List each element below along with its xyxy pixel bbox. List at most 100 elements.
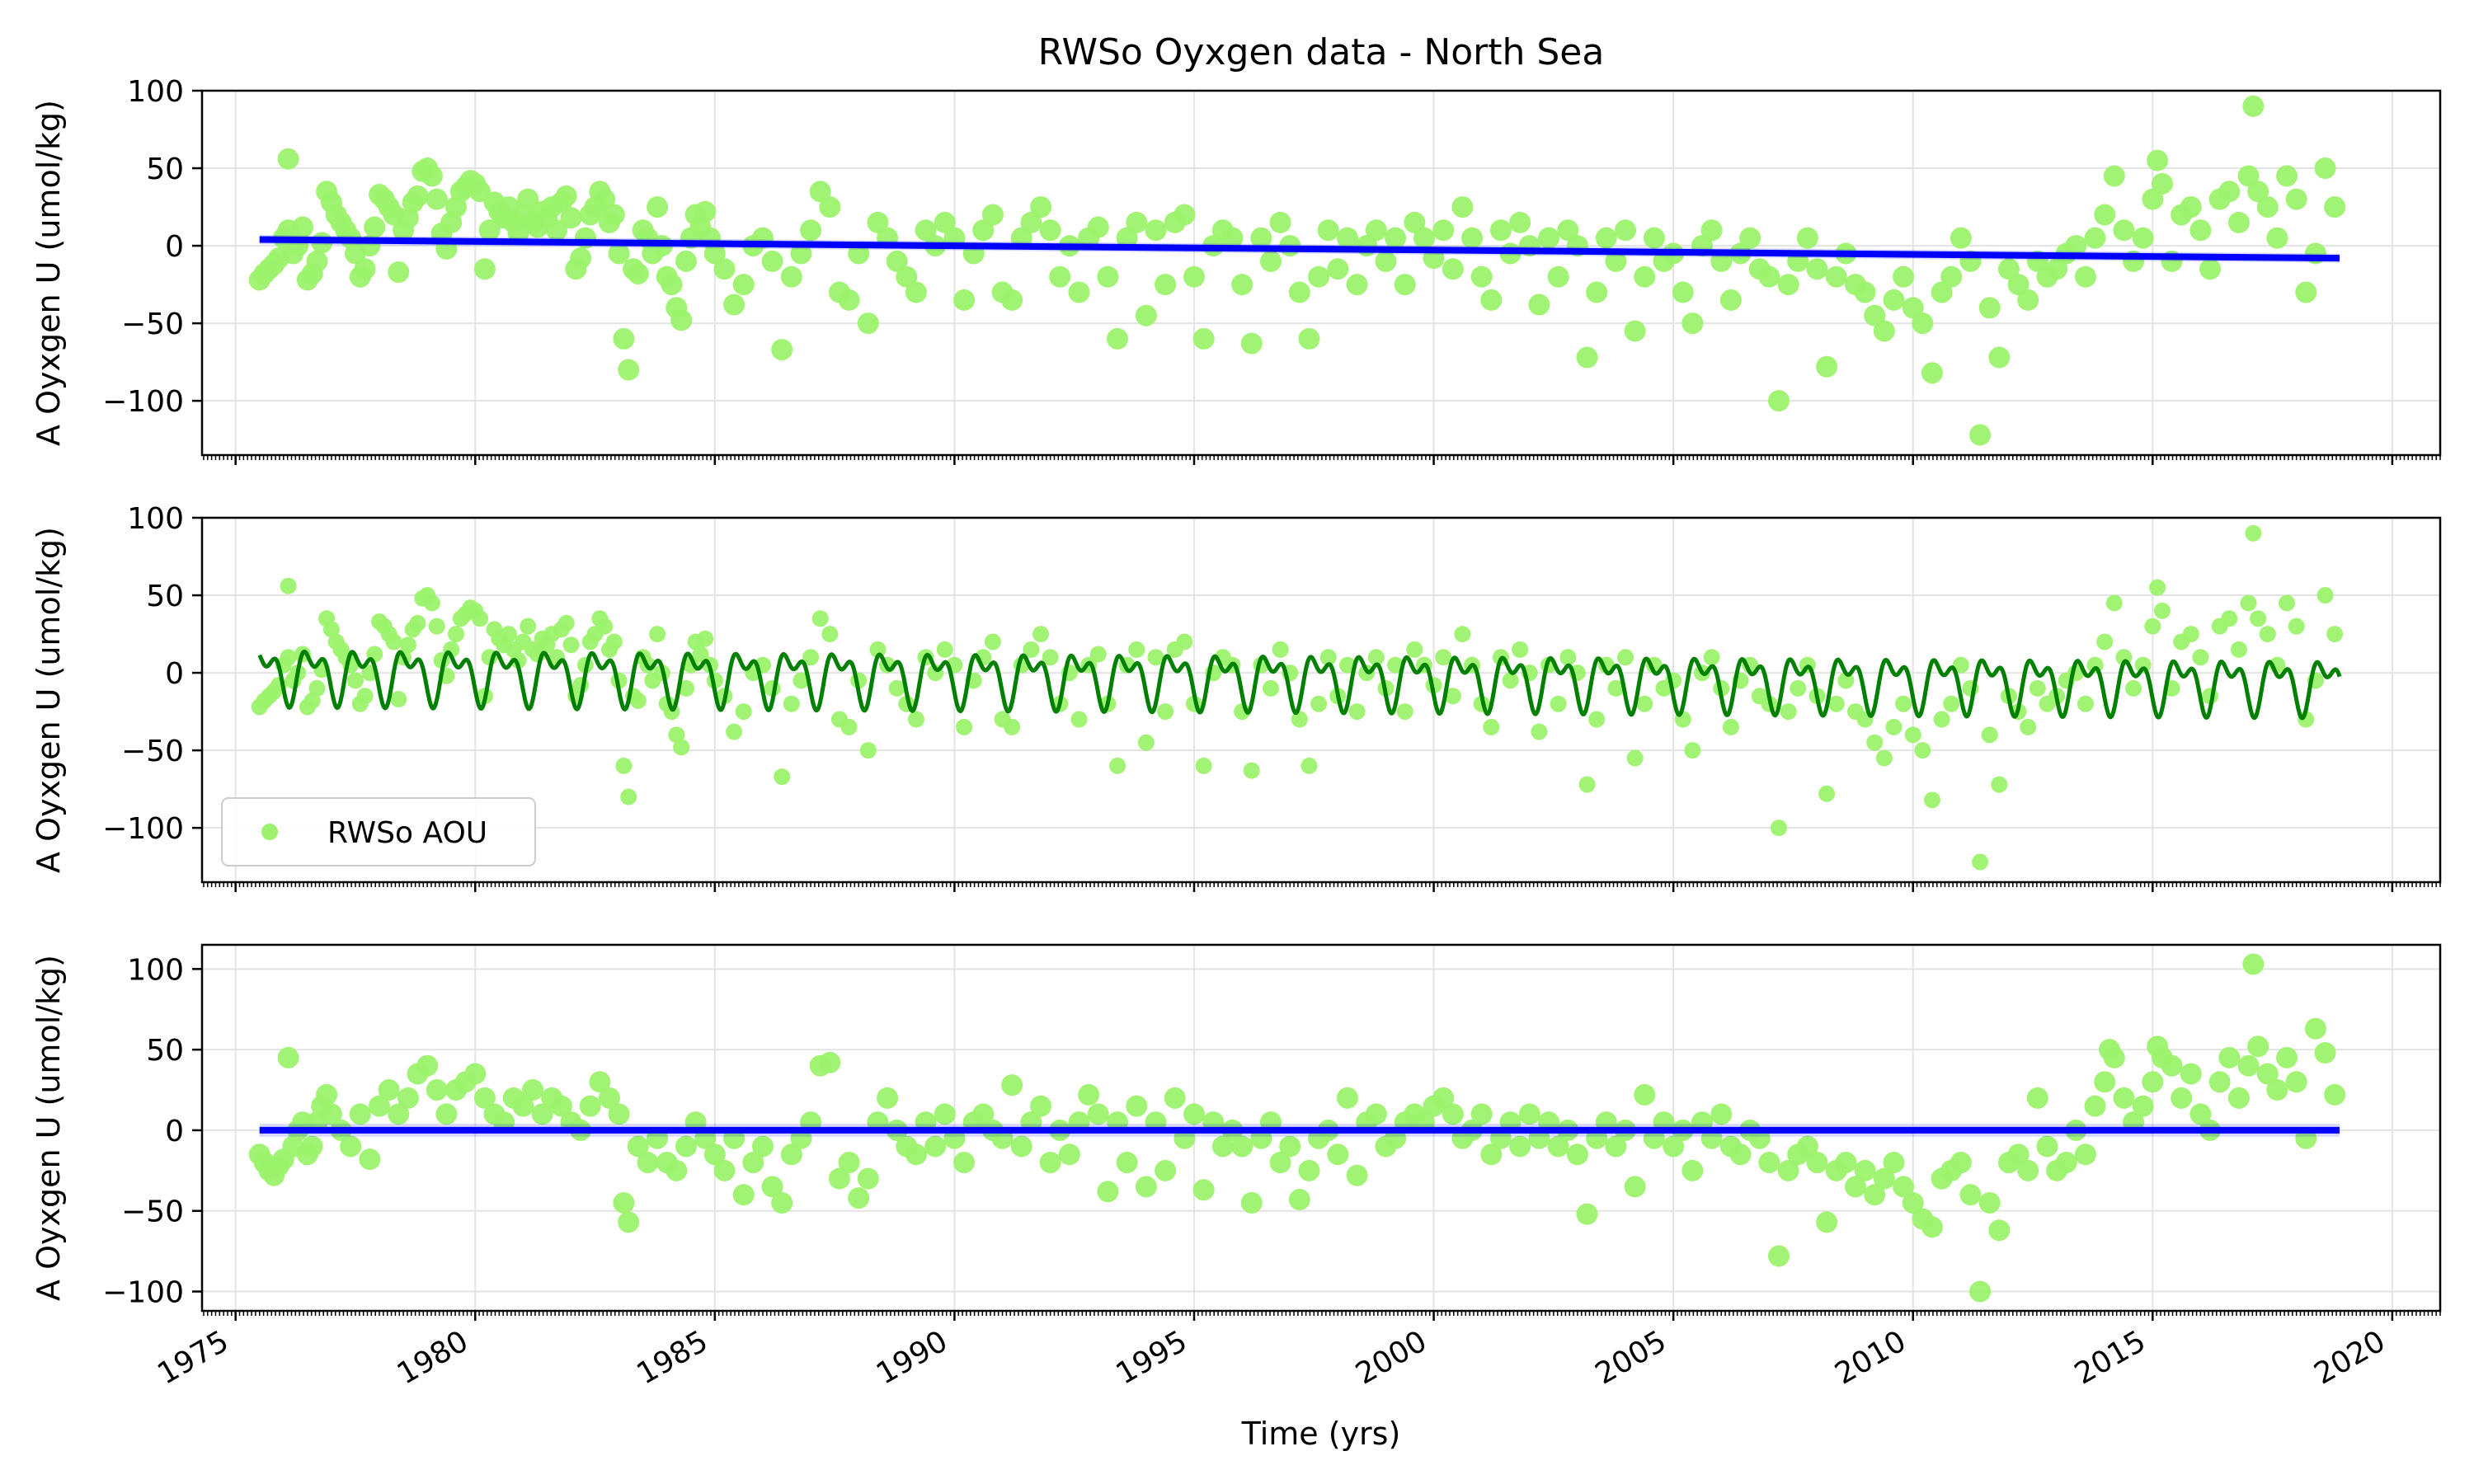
data-point (1605, 1135, 1627, 1158)
data-point (1023, 641, 1040, 658)
data-point (2142, 1071, 2164, 1093)
data-point (780, 265, 802, 288)
data-point (1796, 227, 1818, 249)
data-point (1885, 718, 1903, 735)
data-point (2096, 633, 2114, 650)
data-point (1509, 211, 1531, 233)
data-point (848, 1187, 870, 1209)
data-point (774, 768, 791, 786)
data-point (2242, 95, 2265, 117)
data-point (1875, 749, 1893, 767)
data-point (1288, 281, 1310, 303)
data-point (1837, 672, 1855, 689)
data-point (1116, 1152, 1138, 1174)
plot-area (248, 953, 2346, 1303)
data-point (369, 1095, 391, 1117)
data-point (1729, 1144, 1752, 1166)
data-point (2189, 219, 2212, 242)
data-point (2103, 1046, 2125, 1068)
data-point (907, 711, 924, 728)
data-point (761, 1176, 783, 1198)
data-point (1250, 227, 1272, 249)
data-point (364, 216, 386, 238)
data-point (1480, 1144, 1503, 1166)
data-point (1126, 1095, 1148, 1117)
data-point (560, 207, 582, 229)
data-point (562, 636, 580, 654)
data-point (726, 723, 743, 740)
data-point (2314, 157, 2336, 180)
x-axis-label: Time (yrs) (1241, 1416, 1401, 1452)
data-point (1195, 757, 1212, 774)
data-point (388, 1103, 410, 1125)
data-point (877, 1087, 899, 1109)
data-point (2189, 1103, 2212, 1125)
data-point (1578, 776, 1596, 793)
data-point (1049, 265, 1071, 288)
data-point (1719, 289, 1742, 311)
data-point (1135, 1176, 1157, 1198)
data-point (1624, 1176, 1646, 1198)
data-point (1221, 227, 1244, 249)
data-point (1298, 1159, 1320, 1181)
data-point (1454, 626, 1471, 643)
data-point (703, 1144, 726, 1166)
data-point (1240, 1191, 1263, 1214)
data-point (934, 211, 956, 233)
data-point (1988, 1219, 2011, 1242)
data-point (732, 274, 755, 296)
data-point (428, 618, 445, 635)
data-point (1279, 1135, 1301, 1158)
data-point (1164, 1087, 1186, 1109)
y-tick-label: 50 (146, 153, 184, 186)
data-point (1921, 362, 1943, 384)
panels: 100 50 0 −50 −100 A Oyxgen U (umol/kg) 100 50 0 −… (31, 75, 2442, 1392)
data-point (1404, 211, 1426, 233)
data-point (1317, 219, 1339, 242)
data-point (751, 1135, 774, 1158)
data-point (1155, 274, 1177, 296)
data-point (1902, 1191, 1924, 1214)
data-point (735, 703, 752, 721)
data-point (1327, 258, 1349, 280)
data-point (838, 289, 860, 311)
data-point (1895, 695, 1912, 712)
data-point (819, 196, 841, 218)
data-point (2218, 181, 2241, 203)
legend-label: RWSo AOU (327, 816, 487, 850)
data-point (1978, 1191, 2001, 1214)
data-point (629, 692, 647, 709)
data-point (956, 718, 973, 735)
data-point (2247, 1036, 2269, 1058)
data-point (280, 649, 297, 666)
data-point (888, 679, 905, 697)
data-point (546, 219, 568, 242)
data-point (472, 610, 489, 627)
data-point (2151, 172, 2173, 195)
plot-area (251, 524, 2344, 871)
data-point (1336, 1087, 1358, 1109)
data-point (615, 757, 633, 774)
data-point (570, 247, 592, 270)
data-point (1528, 294, 1550, 316)
data-point (1310, 695, 1328, 712)
data-point (1991, 776, 2008, 793)
data-point (2180, 196, 2202, 218)
data-point (2074, 265, 2096, 288)
data-point (2029, 679, 2046, 697)
data-point (936, 641, 953, 658)
data-point (1663, 1135, 1685, 1158)
data-point (1790, 679, 1807, 697)
data-point (1483, 718, 1500, 735)
data-point (605, 633, 623, 650)
data-point (359, 1148, 381, 1171)
data-point (649, 626, 666, 643)
data-point (1893, 265, 1915, 288)
data-point (1030, 196, 1052, 218)
data-point (2256, 1063, 2279, 1085)
data-point (675, 1135, 697, 1158)
data-point (2125, 679, 2142, 697)
data-point (800, 219, 822, 242)
data-point (292, 216, 314, 238)
data-point (1116, 227, 1138, 249)
